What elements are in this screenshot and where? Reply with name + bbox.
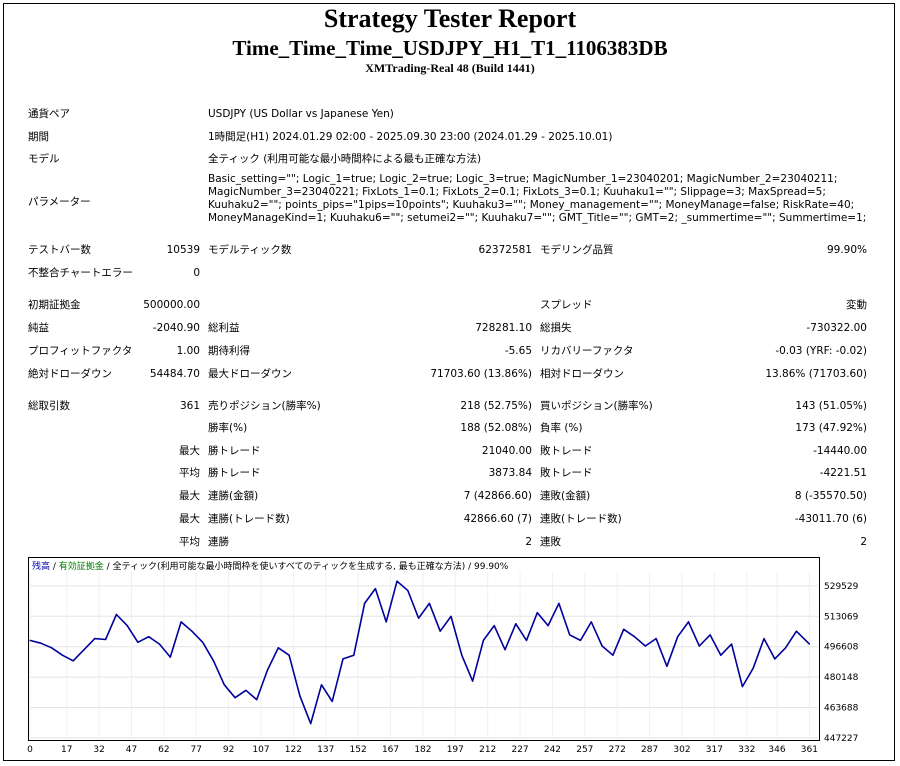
avg-win-label: 勝トレード (208, 467, 261, 479)
max-cons-loss-amt-label: 連敗(金額) (540, 490, 591, 502)
avg-word: 平均 (179, 467, 200, 479)
recovery-value: -0.03 (YRF: -0.02) (775, 345, 867, 357)
bars-label: テストバー数 (28, 244, 91, 256)
loss-rate-label: 負率 (%) (540, 422, 583, 434)
gross-profit-value: 728281.10 (475, 322, 532, 334)
win-rate-value: 188 (52.08%) (460, 422, 532, 434)
mismatch-label: 不整合チャートエラー (28, 267, 133, 279)
largest-win-value: 21040.00 (481, 445, 532, 457)
gross-loss-label: 総損失 (540, 322, 572, 334)
win-rate-label: 勝率(%) (208, 422, 248, 434)
max-word: 最大 (179, 445, 200, 457)
gross-loss-value: -730322.00 (806, 322, 867, 334)
model-value: 全ティック (利用可能な最小時間枠による最も正確な方法) (208, 153, 482, 165)
legend-separator: / (103, 562, 113, 572)
avg-loss-label: 敗トレード (540, 467, 593, 479)
trades-label: 総取引数 (28, 400, 70, 412)
legend-equity: 有効証拠金 (58, 562, 104, 572)
max-word: 最大 (179, 513, 200, 525)
avg-cons-loss-label: 連敗 (540, 536, 561, 548)
max-word: 最大 (179, 490, 200, 502)
symbol-label: 通貨ペア (28, 108, 70, 120)
short-label: 売りポジション(勝率%) (208, 400, 321, 412)
max-cons-win-trades-label: 連勝(トレード数) (208, 513, 290, 525)
payoff-label: 期待利得 (208, 345, 250, 357)
avg-loss-value: -4221.51 (819, 467, 867, 479)
max-cons-loss-amt-value: 8 (-35570.50) (794, 490, 867, 502)
largest-loss-value: -14440.00 (813, 445, 867, 457)
avg-cons-win-value: 2 (525, 536, 532, 548)
long-value: 143 (51.05%) (795, 400, 867, 412)
legend-model: 全ティック(利用可能な最小時間枠を使いすべてのティックを生成する, 最も正確な方… (112, 562, 466, 572)
avg-cons-win-label: 連勝 (208, 536, 229, 548)
quality-label: モデリング品質 (540, 244, 614, 256)
payoff-value: -5.65 (504, 345, 532, 357)
short-value: 218 (52.75%) (460, 400, 532, 412)
legend-quality: / 99.90% (465, 562, 509, 572)
server-build: XMTrading-Real 48 (Build 1441) (365, 61, 535, 75)
pf-label: プロフィットファクタ (28, 345, 133, 357)
report-subtitle: Time_Time_Time_USDJPY_H1_T1_1106383DB (232, 36, 668, 60)
max-cons-win-trades-value: 42866.60 (7) (463, 513, 532, 525)
balance-chart (28, 557, 820, 741)
rel-dd-value: 13.86% (71703.60) (765, 368, 867, 380)
period-value: 1時間足(H1) 2024.01.29 02:00 - 2025.09.30 2… (208, 131, 613, 143)
ticks-value: 62372581 (478, 244, 532, 256)
abs-dd-label: 絶対ドローダウン (28, 368, 112, 380)
max-cons-win-amt-value: 7 (42866.60) (463, 490, 532, 502)
report-frame (3, 3, 895, 761)
net-value: -2040.90 (152, 322, 200, 334)
long-label: 買いポジション(勝率%) (540, 400, 653, 412)
spread-value: 変動 (846, 299, 867, 311)
spread-label: スプレッド (540, 299, 593, 311)
quality-value: 99.90% (826, 244, 867, 256)
legend-separator: / (50, 562, 59, 572)
ticks-label: モデルティック数 (208, 244, 292, 256)
deposit-label: 初期証拠金 (28, 299, 81, 311)
net-label: 純益 (28, 322, 49, 334)
avg-cons-loss-value: 2 (860, 536, 867, 548)
largest-win-label: 勝トレード (208, 445, 261, 457)
model-label: モデル (28, 153, 60, 165)
symbol-value: USDJPY (US Dollar vs Japanese Yen) (208, 108, 394, 120)
rel-dd-label: 相対ドローダウン (540, 368, 624, 380)
legend-balance: 残高 (32, 562, 51, 572)
trades-value: 361 (179, 400, 200, 412)
mismatch-value: 0 (193, 267, 200, 279)
largest-loss-label: 敗トレード (540, 445, 593, 457)
max-dd-label: 最大ドローダウン (208, 368, 292, 380)
params-value: Basic_setting=""; Logic_1=true; Logic_2=… (208, 173, 867, 224)
max-dd-value: 71703.60 (13.86%) (430, 368, 532, 380)
chart-legend: 残高 / 有効証拠金 / 全ティック(利用可能な最小時間枠を使いすべてのティック… (32, 559, 508, 572)
gross-profit-label: 総利益 (208, 322, 240, 334)
max-cons-loss-trades-value: -43011.70 (6) (794, 513, 867, 525)
max-cons-loss-trades-label: 連敗(トレード数) (540, 513, 622, 525)
avg-word: 平均 (179, 536, 200, 548)
max-cons-win-amt-label: 連勝(金額) (208, 490, 259, 502)
params-label: パラメーター (28, 196, 91, 208)
avg-win-value: 3873.84 (488, 467, 532, 479)
bars-value: 10539 (166, 244, 200, 256)
deposit-value: 500000.00 (143, 299, 200, 311)
loss-rate-value: 173 (47.92%) (795, 422, 867, 434)
abs-dd-value: 54484.70 (149, 368, 200, 380)
pf-value: 1.00 (176, 345, 200, 357)
period-label: 期間 (28, 131, 49, 143)
recovery-label: リカバリーファクタ (540, 345, 634, 357)
report-title: Strategy Tester Report (323, 4, 577, 33)
